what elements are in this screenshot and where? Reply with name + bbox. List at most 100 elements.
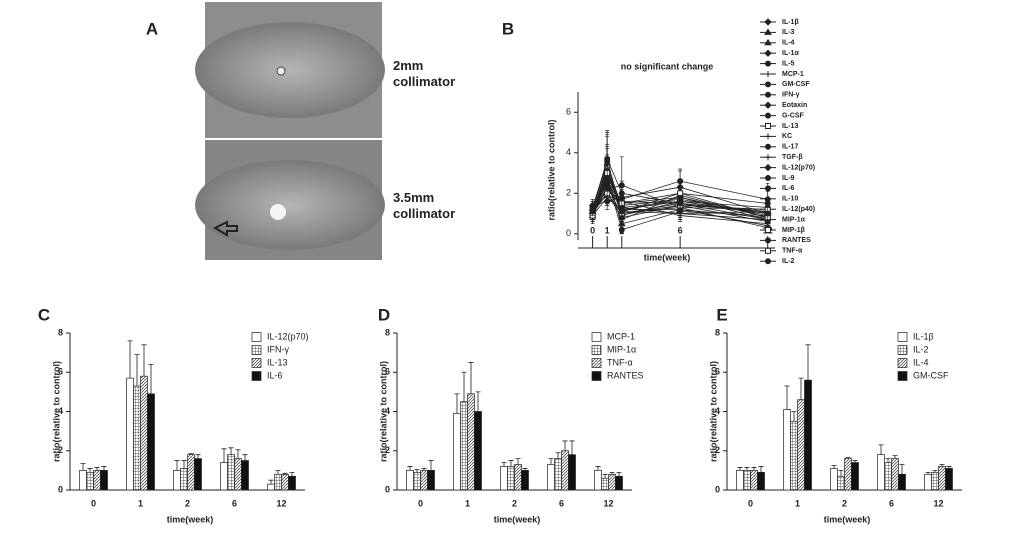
bar	[783, 409, 791, 491]
bar	[507, 466, 515, 491]
error-bar	[127, 340, 133, 379]
error-bar	[522, 468, 528, 471]
legend-marker	[765, 195, 771, 202]
panel-label: E	[716, 305, 727, 324]
bar	[594, 470, 602, 491]
error-bar	[268, 479, 274, 485]
x-tick-label: 2	[512, 498, 517, 508]
bar	[561, 450, 569, 491]
legend-label: MIP-1α	[607, 344, 636, 354]
x-tick-label: 2	[842, 498, 847, 508]
error-bar	[939, 464, 945, 467]
error-bar	[852, 460, 858, 463]
y-tick-label: 8	[715, 327, 720, 337]
error-bar	[475, 391, 481, 412]
error-bar	[562, 440, 568, 451]
error-bar	[885, 458, 891, 463]
legend-marker	[765, 247, 771, 254]
error-bar	[845, 457, 851, 459]
bar	[931, 471, 939, 491]
error-bar	[548, 458, 554, 465]
x-tick-label: 0	[748, 498, 753, 508]
bar	[474, 411, 482, 491]
legend-marker	[765, 258, 771, 265]
panel-label: C	[38, 305, 50, 324]
point	[677, 200, 684, 207]
y-tick-label: 6	[58, 367, 63, 377]
error-bar	[932, 469, 938, 473]
x-tick-label: 0	[91, 498, 96, 508]
legend-marker	[764, 101, 772, 109]
error-bar	[555, 452, 561, 459]
bar	[86, 471, 94, 491]
legend-label: IL-1α	[782, 50, 799, 57]
legend-label: IL-13	[782, 123, 798, 130]
x-tick-label: 0	[418, 498, 423, 508]
x-tick-label: 12	[603, 498, 613, 508]
legend-label: MCP-1	[607, 331, 635, 341]
error-bar	[235, 449, 241, 459]
legend-label: IL-5	[782, 60, 795, 67]
legend-marker	[765, 71, 771, 77]
error-bar	[737, 467, 743, 471]
bar	[140, 375, 148, 491]
bar	[608, 473, 616, 491]
legend-swatch	[591, 371, 602, 381]
point	[589, 208, 596, 215]
x-tick-label: 1	[465, 498, 470, 508]
legend-label: TGF-β	[782, 154, 803, 161]
bar	[568, 454, 576, 491]
legend-label: RANTES	[607, 370, 644, 380]
bar	[420, 470, 428, 491]
legend-swatch	[251, 345, 262, 355]
y-axis-label: ratio(relative to control)	[378, 361, 388, 462]
bar	[736, 470, 744, 491]
y-axis-label: ratio(relative to control)	[51, 361, 61, 462]
bar	[851, 462, 859, 491]
bar	[750, 470, 758, 491]
legend-label: IL-12(p40)	[782, 206, 815, 213]
legend-swatch	[591, 332, 602, 342]
x-tick-label: 0	[590, 225, 595, 235]
error-bar	[275, 469, 281, 475]
bar	[274, 473, 282, 491]
bar	[147, 393, 155, 491]
legend-label: IL-2	[913, 344, 929, 354]
legend-label: IL-9	[782, 175, 795, 182]
error-bar	[421, 468, 427, 471]
error-bar	[831, 465, 837, 469]
legend-label: IL-6	[267, 370, 283, 380]
error-bar	[595, 466, 601, 471]
y-tick-label: 6	[385, 367, 390, 377]
bar	[804, 379, 812, 491]
x-tick-label: 12	[933, 498, 943, 508]
x-axis-label: time(week)	[167, 514, 214, 524]
error-bar	[221, 448, 227, 463]
y-tick-label: 2	[715, 445, 720, 455]
bar	[757, 471, 765, 491]
bar	[220, 462, 228, 491]
bar	[924, 473, 932, 491]
bar	[547, 464, 555, 491]
y-tick-label: 4	[566, 147, 571, 157]
legend-label: GM-CSF	[913, 370, 949, 380]
error-bar	[101, 466, 107, 471]
error-bar	[892, 455, 898, 459]
bar	[877, 454, 885, 491]
error-bar	[195, 454, 201, 459]
bar	[133, 385, 141, 491]
error-bar	[134, 354, 140, 386]
bar	[93, 470, 101, 491]
bar	[267, 483, 275, 491]
bar	[227, 454, 235, 491]
x-tick-label: 1	[138, 498, 143, 508]
legend-marker	[765, 112, 771, 119]
bar	[100, 470, 108, 491]
error-bar	[80, 463, 86, 471]
legend-label: IL-1β	[913, 331, 934, 341]
bar	[467, 393, 475, 491]
legend-marker	[764, 163, 772, 172]
error-bar	[602, 473, 608, 479]
panel-label: D	[378, 305, 390, 324]
y-tick-label: 0	[566, 228, 571, 238]
